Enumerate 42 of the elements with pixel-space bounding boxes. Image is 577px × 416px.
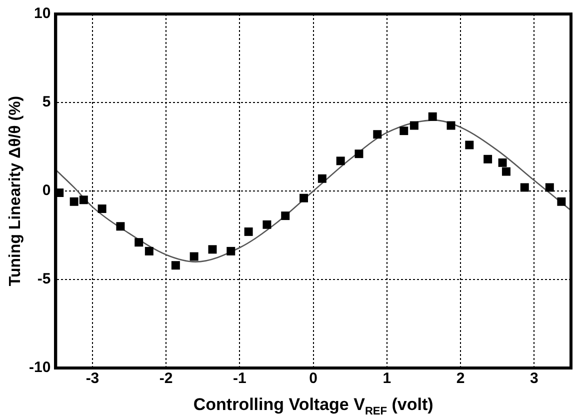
point	[171, 261, 180, 270]
point	[354, 150, 364, 158]
y-tick-label: -5	[37, 270, 51, 288]
point	[557, 197, 566, 206]
point	[190, 252, 198, 261]
point	[373, 130, 382, 139]
point	[70, 197, 78, 206]
point	[484, 154, 492, 164]
point	[318, 174, 326, 183]
point	[300, 194, 308, 202]
x-tick-label: -3	[86, 370, 100, 388]
y-tick-label: 0	[42, 182, 51, 200]
point	[208, 245, 217, 254]
point	[79, 196, 88, 204]
x-tick-label: 3	[530, 370, 538, 388]
x-tick-label: -1	[233, 370, 246, 388]
x-tick-label: 2	[456, 370, 465, 388]
point	[134, 238, 144, 247]
point	[502, 167, 510, 176]
point	[226, 246, 236, 256]
point	[465, 140, 474, 150]
point	[400, 126, 408, 136]
x-tick-label: 0	[309, 370, 318, 388]
y-tick-label: 5	[42, 94, 51, 111]
y-tick-label: -10	[28, 359, 51, 376]
x-tick-label: 1	[382, 370, 392, 388]
point	[262, 220, 272, 229]
point	[244, 227, 253, 236]
point	[498, 158, 507, 167]
point	[520, 183, 529, 192]
y-tick-label: 10	[34, 5, 51, 22]
point	[446, 121, 456, 130]
point	[281, 212, 290, 220]
point	[336, 156, 345, 166]
point	[144, 246, 154, 256]
point	[410, 121, 418, 130]
point	[428, 112, 437, 121]
y-axis-title: Tuning Linearity Δθ/θ (%)	[7, 96, 24, 286]
point	[545, 183, 554, 192]
point	[98, 204, 106, 213]
x-tick-label: -2	[159, 370, 173, 388]
point	[116, 222, 125, 231]
